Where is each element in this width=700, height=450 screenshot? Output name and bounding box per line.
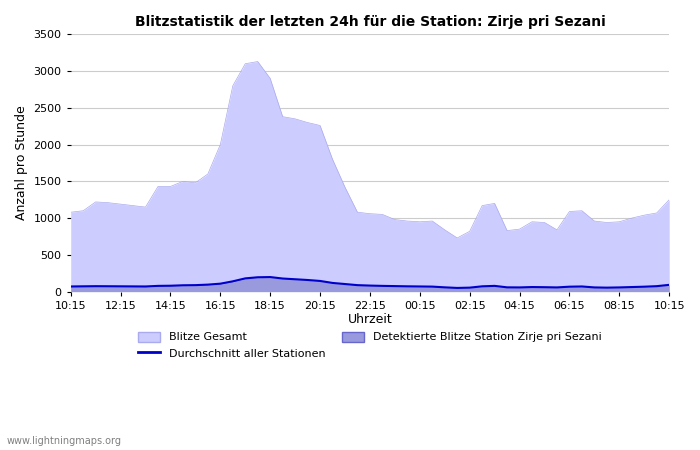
Text: www.lightningmaps.org: www.lightningmaps.org xyxy=(7,436,122,446)
X-axis label: Uhrzeit: Uhrzeit xyxy=(348,313,392,326)
Y-axis label: Anzahl pro Stunde: Anzahl pro Stunde xyxy=(15,106,28,220)
Legend: Blitze Gesamt, Durchschnitt aller Stationen, Detektierte Blitze Station Zirje pr: Blitze Gesamt, Durchschnitt aller Statio… xyxy=(134,327,606,363)
Title: Blitzstatistik der letzten 24h für die Station: Zirje pri Sezani: Blitzstatistik der letzten 24h für die S… xyxy=(134,15,606,29)
